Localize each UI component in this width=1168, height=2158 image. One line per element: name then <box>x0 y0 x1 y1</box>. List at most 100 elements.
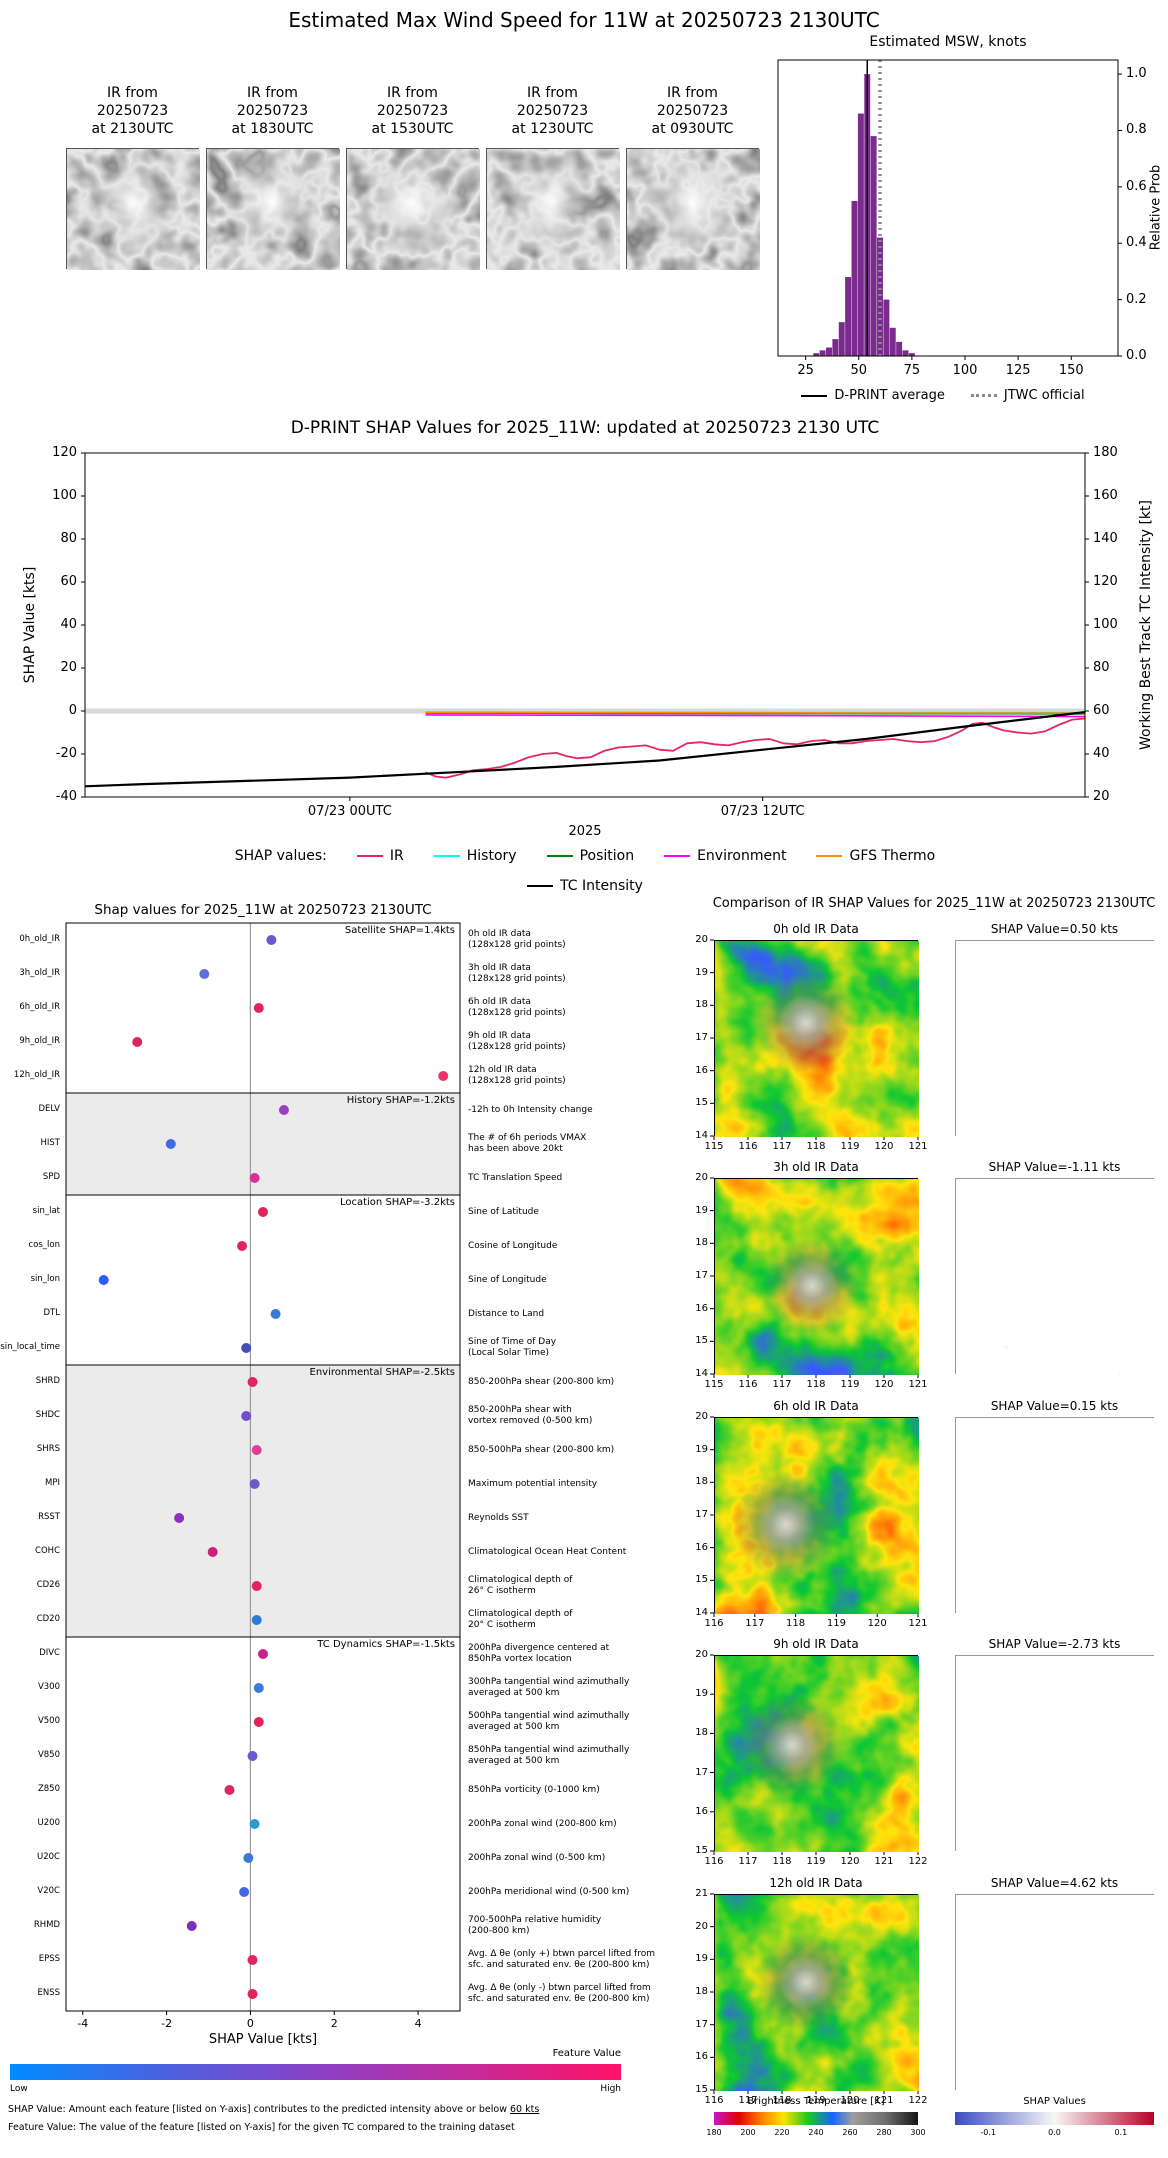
hist-ytick: 0.6 <box>1126 178 1147 194</box>
ir-thumbnail-0 <box>66 148 200 270</box>
group-band-4 <box>66 1637 460 2011</box>
bt-colorbar-tick: 200 <box>740 2128 756 2137</box>
shap-image-4-noise-rect <box>956 1895 1155 2091</box>
feature-desc-line: 700-500hPa relative humidity <box>468 1915 602 1925</box>
series-gfs-thermo <box>425 711 1086 714</box>
feature-desc-line: 0h old IR data <box>468 929 531 939</box>
feature-dot-SHRD <box>247 1377 258 1387</box>
feature-desc-sin_lat: Sine of Latitude <box>468 1207 539 1218</box>
feature-dot-12h_old_IR <box>438 1071 449 1081</box>
feature-dot-Z850 <box>224 1785 235 1795</box>
group-band-2 <box>66 1195 460 1365</box>
histogram-bar <box>864 74 871 356</box>
feature-label-DTL: DTL <box>43 1308 60 1318</box>
histogram-bar <box>851 200 858 356</box>
feature-dot-ENSS <box>247 1989 258 1999</box>
feature-desc-ENSS: Avg. Δ θe (only -) btwn parcel lifted fr… <box>468 1983 651 2005</box>
shap-image-0-noise-rect <box>956 941 1155 1137</box>
feature-dot-RSST <box>174 1513 185 1523</box>
legend-environment-label: Environment <box>697 848 787 864</box>
hist-ytick: 0.0 <box>1126 348 1147 363</box>
dotplot-xtick: -4 <box>77 2017 89 2030</box>
thumb-caption-line: IR from <box>107 85 158 101</box>
feature-desc-6h_old_IR: 6h old IR data (128x128 grid points) <box>468 997 566 1019</box>
legend-ir-label: IR <box>389 848 404 864</box>
feature-dot-MPI <box>249 1479 260 1489</box>
ir-image-2 <box>714 1417 919 1614</box>
feature-desc-line: (128x128 grid points) <box>468 1008 566 1018</box>
ir-lon-tick: 118 <box>786 1618 806 1629</box>
feature-desc-line: -12h to 0h Intensity change <box>468 1104 593 1115</box>
ir-lat-tick: 15 <box>695 1097 708 1109</box>
feature-desc-COHC: Climatological Ocean Heat Content <box>468 1547 626 1558</box>
ir-thumbnail-2 <box>346 148 480 270</box>
ts-ytick-right: 120 <box>1093 574 1118 589</box>
feature-label-CD20: CD20 <box>36 1614 60 1624</box>
thumb-caption-line: IR from <box>247 85 298 101</box>
feature-desc-line: Climatological Ocean Heat Content <box>468 1546 627 1557</box>
ir-lon-tick: 116 <box>704 1856 724 1867</box>
feature-label-EPSS: EPSS <box>38 1954 60 1964</box>
ir-lon-tick: 115 <box>704 1379 724 1390</box>
feature-label-0h_old_IR: 0h_old_IR <box>19 934 60 944</box>
shap-image-0 <box>955 940 1155 1137</box>
feature-desc-line: 850-500hPa shear (200-800 km) <box>468 1444 615 1455</box>
feature-desc-line: 500hPa tangential wind azimuthally <box>468 1711 630 1721</box>
ir-lon-tick: 120 <box>840 2095 860 2106</box>
feature-dot-RHMD <box>186 1921 197 1931</box>
ts-ytick-left: 20 <box>60 660 77 675</box>
feature-label-sin_local_time: sin_local_time <box>0 1342 60 1352</box>
ir-lat-tick: 20 <box>695 934 708 945</box>
feature-desc-line: Distance to Land <box>468 1308 545 1319</box>
feature-dot-SPD <box>249 1173 260 1183</box>
ts-ytick-right: 140 <box>1093 531 1118 546</box>
feature-desc-line: (128x128 grid points) <box>468 1042 566 1052</box>
ir-thumbnail-3 <box>486 148 620 270</box>
feature-colorbar-high: High <box>600 2084 621 2094</box>
feature-label-DELV: DELV <box>38 1104 60 1114</box>
ir-image-3 <box>714 1655 919 1852</box>
feature-desc-sin_local_time: Sine of Time of Day (Local Solar Time) <box>468 1337 556 1359</box>
feature-desc-line: Sine of Longitude <box>468 1274 547 1285</box>
ts-ytick-right: 100 <box>1093 617 1118 632</box>
ir-comparison-title: Comparison of IR SHAP Values for 2025_11… <box>712 896 1156 911</box>
hist-ytick: 0.4 <box>1126 235 1147 251</box>
ir-row-title-4: 12h old IR Data <box>769 1876 863 1890</box>
timeseries-title: D-PRINT SHAP Values for 2025_11W: update… <box>290 418 880 438</box>
thumb-caption-line: at 0930UTC <box>651 121 734 137</box>
feature-desc-line: Sine of Latitude <box>468 1206 539 1217</box>
shap-image-0-noise <box>956 941 1155 1137</box>
legend-ir: IR <box>356 848 404 864</box>
feature-desc-line: 12h old IR data <box>468 1065 537 1075</box>
feature-dot-cos_lon <box>237 1241 248 1251</box>
shap-image-3-noise <box>956 1656 1155 1852</box>
feature-desc-line: 200hPa meridional wind (0-500 km) <box>468 1886 630 1897</box>
ir-lon-tick: 120 <box>867 1618 887 1629</box>
feature-label-12h_old_IR: 12h_old_IR <box>13 1070 60 1080</box>
feature-desc-line: averaged at 500 km <box>468 1688 560 1698</box>
ir-lon-tick: 121 <box>908 1379 928 1390</box>
shap-colorbar-tick: 0.1 <box>1114 2128 1128 2137</box>
ts-ytick-right: 40 <box>1093 746 1110 761</box>
feature-dot-0h_old_IR <box>266 935 277 945</box>
feature-label-V500: V500 <box>37 1716 60 1726</box>
ir-image-4 <box>714 1894 919 2091</box>
feature-desc-MPI: Maximum potential intensity <box>468 1479 597 1490</box>
dprint-line-swatch <box>801 394 828 397</box>
feature-desc-line: (128x128 grid points) <box>468 1076 566 1086</box>
shap-image-3 <box>955 1655 1155 1852</box>
shap-image-4 <box>955 1894 1155 2091</box>
ir-lat-tick: 19 <box>695 1688 708 1700</box>
feature-desc-HIST: The # of 6h periods VMAX has been above 2… <box>468 1133 586 1155</box>
feature-desc-SHRD: 850-200hPa shear (200-800 km) <box>468 1377 614 1388</box>
feature-label-CD26: CD26 <box>36 1580 60 1590</box>
feature-desc-line: (128x128 grid points) <box>468 940 566 950</box>
bt-colorbar-tick: 240 <box>808 2128 824 2137</box>
feature-desc-line: Sine of Time of Day <box>468 1337 557 1347</box>
ir-lat-tick: 15 <box>695 1335 708 1347</box>
feature-colorbar-title: Feature Value <box>552 2048 621 2059</box>
feature-desc-line: 850-200hPa shear (200-800 km) <box>468 1376 615 1387</box>
ir-lon-tick: 120 <box>874 1379 894 1390</box>
shap-colorbar-tick: -0.1 <box>980 2128 996 2137</box>
